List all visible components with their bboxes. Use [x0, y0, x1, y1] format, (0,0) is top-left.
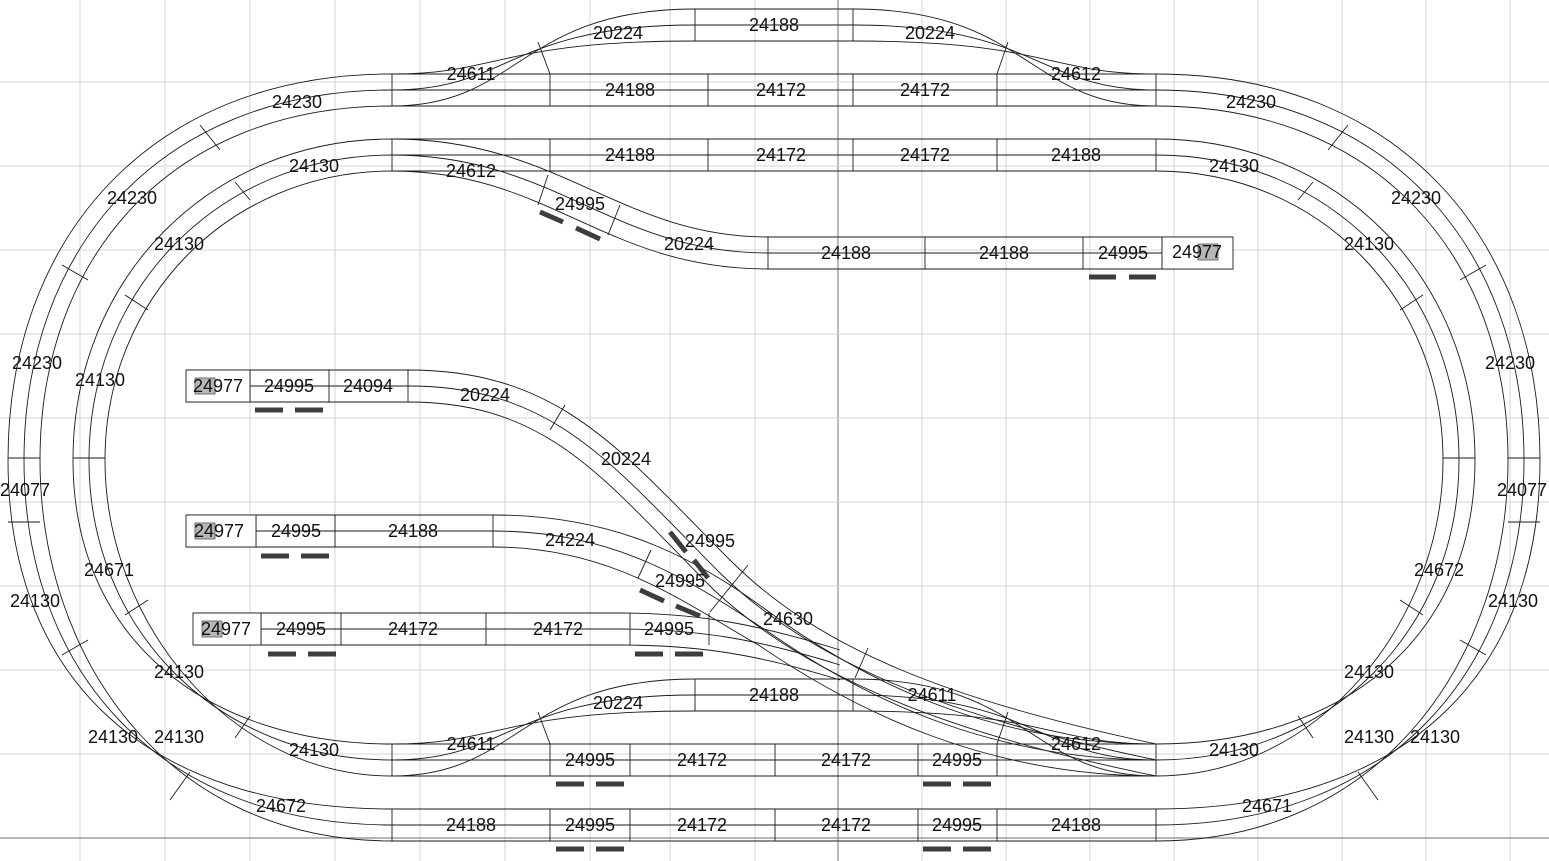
- track-label: 24188: [446, 815, 496, 835]
- track-label: 24230: [12, 353, 62, 373]
- track-label: 20224: [593, 693, 643, 713]
- track-label: 24995: [685, 531, 735, 551]
- track-label: 24995: [644, 619, 694, 639]
- bumpers: [185, 236, 1234, 646]
- track-label: 24611: [447, 734, 496, 754]
- track-label: 24995: [271, 521, 321, 541]
- track-label: 24130: [154, 727, 204, 747]
- track-label: 24130: [289, 156, 339, 176]
- track-label: 24130: [1209, 156, 1259, 176]
- track-label: 24188: [1051, 815, 1101, 835]
- track-label: 24188: [749, 685, 799, 705]
- track-label: 24130: [1344, 727, 1394, 747]
- track-label: 24172: [900, 145, 950, 165]
- track-label: 24977: [194, 521, 244, 541]
- track-label: 24188: [1051, 145, 1101, 165]
- track-label: 24172: [388, 619, 438, 639]
- track-label: 24611: [908, 685, 957, 705]
- track-label: 20224: [593, 23, 643, 43]
- track-label: 24977: [1172, 242, 1222, 262]
- contact-markers: [255, 209, 1156, 852]
- track-label: 24995: [565, 815, 615, 835]
- track-layer: [7, 8, 1541, 852]
- track-label: 24130: [1209, 740, 1259, 760]
- track-label: 24172: [821, 750, 871, 770]
- track-label: 24612: [1051, 734, 1101, 754]
- track-label: 24188: [979, 243, 1029, 263]
- track-label: 24188: [388, 521, 438, 541]
- track-label: 24671: [1242, 796, 1292, 816]
- track-label: 24230: [1485, 353, 1535, 373]
- track-label: 24995: [565, 750, 615, 770]
- track-label: 24188: [821, 243, 871, 263]
- track-label: 24130: [1344, 662, 1394, 682]
- track-label: 24188: [605, 80, 655, 100]
- track-label: 24995: [932, 750, 982, 770]
- track-label: 24172: [756, 145, 806, 165]
- track-label: 24172: [677, 815, 727, 835]
- track-label: 24077: [1497, 480, 1547, 500]
- track-label: 20224: [460, 385, 510, 405]
- track-label: 24995: [1098, 243, 1148, 263]
- track-label: 24977: [201, 619, 251, 639]
- track-label: 24230: [1391, 188, 1441, 208]
- track-label: 24130: [75, 370, 125, 390]
- track-label: 24130: [289, 740, 339, 760]
- track-label: 24224: [545, 530, 595, 550]
- track-label: 24172: [900, 80, 950, 100]
- track-label: 20224: [905, 23, 955, 43]
- track-label: 24612: [446, 161, 496, 181]
- track-label: 24130: [1410, 727, 1460, 747]
- track-label: 24094: [343, 376, 393, 396]
- track-label: 24188: [749, 15, 799, 35]
- track-label: 20224: [664, 234, 714, 254]
- track-label: 24130: [88, 727, 138, 747]
- track-label: 24188: [605, 145, 655, 165]
- track-label: 20224: [601, 449, 651, 469]
- track-label: 24172: [533, 619, 583, 639]
- track-label: 24672: [256, 796, 306, 816]
- track-label: 24612: [1051, 64, 1101, 84]
- track-label: 24230: [1226, 92, 1276, 112]
- track-label: 24671: [84, 560, 134, 580]
- track-label: 24672: [1414, 560, 1464, 580]
- track-label: 24230: [272, 92, 322, 112]
- track-label: 24130: [154, 234, 204, 254]
- track-label: 24995: [555, 194, 605, 214]
- track-label: 24995: [264, 376, 314, 396]
- track-label: 24172: [677, 750, 727, 770]
- track-label: 24077: [0, 480, 50, 500]
- track-part-labels: 24188 20224 20224 24611 24188 24172 2417…: [0, 15, 1547, 835]
- track-label: 24977: [193, 376, 243, 396]
- track-label: 24995: [655, 571, 705, 591]
- track-label: 24630: [763, 609, 813, 629]
- track-label: 24230: [107, 188, 157, 208]
- track-label: 24130: [154, 662, 204, 682]
- track-label: 24130: [10, 591, 60, 611]
- track-label: 24995: [276, 619, 326, 639]
- track-label: 24995: [932, 815, 982, 835]
- track-label: 24172: [821, 815, 871, 835]
- track-label: 24172: [756, 80, 806, 100]
- track-label: 24611: [447, 64, 496, 84]
- track-label: 24130: [1344, 234, 1394, 254]
- track-label: 24130: [1488, 591, 1538, 611]
